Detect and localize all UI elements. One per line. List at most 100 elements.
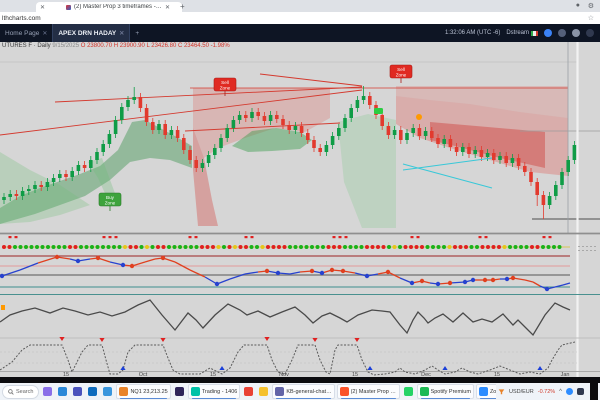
tray-settings-icon[interactable] — [577, 388, 584, 395]
clock-text: 1:32:06 AM (UTC -6) — [444, 30, 501, 36]
tray-chevron-icon[interactable]: ^ — [559, 388, 562, 395]
nq1-ticker-label: NQ1 23,213.25 — [130, 388, 168, 395]
zoom-button[interactable]: Zoom Workplace — [475, 384, 496, 399]
ichimoku-clouds — [0, 86, 568, 228]
master-prop-window-button[interactable]: (2) Master Prop 3 ti… — [336, 384, 400, 399]
browser-tab-strip: ✕ (2) Master Prop 3 timeframes - W… ✕ + … — [0, 0, 600, 12]
wave-left-marker — [1, 305, 5, 310]
whatsapp-icon — [403, 387, 413, 396]
taskbar-search[interactable]: Search — [2, 384, 40, 399]
svg-text:Nov: Nov — [279, 372, 289, 377]
nq1-ticker-button[interactable]: NQ1 23,213.25 — [116, 384, 171, 399]
svg-text:Buy: Buy — [106, 195, 115, 200]
svg-text:15: 15 — [352, 372, 358, 377]
chart-lines — [0, 42, 600, 377]
copilot-button[interactable] — [41, 385, 54, 398]
stream-status[interactable]: Dstream — [506, 30, 538, 36]
tab-title: (2) Master Prop 3 timeframes - W… — [74, 4, 162, 10]
browser-tab-active[interactable]: (2) Master Prop 3 timeframes - W… ✕ — [62, 2, 182, 12]
account-icon[interactable] — [544, 29, 552, 37]
whatsapp-button[interactable] — [402, 385, 415, 398]
browser-tab-partial[interactable]: ✕ — [36, 2, 66, 12]
app-tab-apex[interactable]: APEX DRN HADAY ✕ — [52, 24, 131, 42]
close-icon[interactable]: ✕ — [165, 4, 171, 11]
svg-text:Sell: Sell — [221, 80, 229, 85]
spotify-button[interactable]: Spotify Premium — [416, 384, 474, 399]
open-value: O 23800.70 — [80, 43, 113, 49]
chrome-icon — [244, 387, 254, 396]
app-tab-label: Home Page — [5, 29, 40, 37]
bottom-oscillator-panel — [0, 337, 577, 376]
kb-general-chat-icon — [275, 387, 285, 396]
taskbar-corner — [590, 383, 598, 400]
teams-button[interactable] — [71, 385, 84, 398]
bookmark-star-icon[interactable]: ☆ — [587, 15, 594, 22]
photos-button[interactable] — [101, 385, 114, 398]
new-tab-button[interactable]: + — [180, 2, 185, 11]
chrome-button[interactable] — [242, 385, 255, 398]
svg-text:Zone: Zone — [220, 85, 231, 90]
edge-button[interactable] — [56, 385, 69, 398]
outlook-button[interactable] — [86, 385, 99, 398]
nq1-ticker-icon — [119, 387, 129, 396]
tray-app-icon[interactable] — [566, 388, 573, 395]
master-prop-window-icon — [339, 387, 349, 396]
theme-icon[interactable] — [586, 29, 594, 37]
panel-separators — [0, 232, 600, 372]
close-icon[interactable]: ✕ — [42, 30, 48, 37]
widgets-icon[interactable] — [498, 388, 505, 395]
svg-text:15: 15 — [63, 372, 69, 377]
svg-text:Jan: Jan — [561, 372, 570, 377]
wave-panel — [0, 299, 571, 337]
gear-icon[interactable] — [572, 29, 580, 37]
tab-favicon — [66, 4, 71, 10]
close-icon[interactable]: ✕ — [40, 4, 46, 11]
master-prop-window-label: (2) Master Prop 3 ti… — [350, 388, 397, 395]
app-toolbar: Home Page ✕ APEX DRN HADAY ✕ + 1:32:06 A… — [0, 24, 600, 42]
apps-grid-icon[interactable] — [558, 29, 566, 37]
obsidian-button[interactable] — [173, 385, 186, 398]
svg-text:15: 15 — [210, 372, 216, 377]
spotify-label: Spotify Premium — [430, 388, 471, 395]
tray-ticker-label[interactable]: USD/EUR — [508, 388, 534, 395]
kb-general-chat-button[interactable]: KB-general-chat… — [272, 384, 335, 399]
browser-menu-icon[interactable]: ⚙ — [587, 3, 594, 10]
bar-date: 9/15/2025 — [52, 43, 80, 49]
trading-window-label: Trading - 1406 — [201, 388, 238, 395]
app-tab-home[interactable]: Home Page ✕ — [0, 24, 52, 42]
trading-window-button[interactable]: Trading - 1406 — [187, 384, 241, 399]
url-text[interactable]: lthcharts.com — [2, 14, 41, 22]
app-tab-label: APEX DRN HADAY — [58, 29, 117, 37]
chart-ohlc-header: UTURES F · Daily 9/15/2025 O 23800.70 H … — [2, 43, 230, 49]
x-axis-labels: 15 Oct 15 Nov 15 Dec 15 Jan — [63, 372, 570, 378]
taskbar: Search NQ1 23,213.25 Trading - 1406 KB-gen… — [0, 383, 600, 400]
low-value: L 23426.80 — [146, 43, 177, 49]
orange-dot-marker — [416, 114, 422, 120]
browser-profile-icon[interactable]: ● — [575, 2, 580, 9]
zoom-label: Zoom Workplace — [489, 388, 496, 395]
cyan-wedge-annotation — [402, 157, 493, 189]
candlesticks — [2, 86, 577, 219]
oscillator-panel — [0, 254, 571, 292]
high-value: H 23900.90 — [113, 43, 145, 49]
system-tray: USD/EUR -0.72% ^ — [498, 383, 598, 400]
edge-icon — [58, 387, 68, 396]
stream-label: Dstream — [506, 30, 529, 36]
timeframe-text[interactable]: Daily — [37, 43, 51, 49]
search-icon — [8, 388, 14, 395]
outlook-icon — [88, 387, 98, 396]
kb-general-chat-label: KB-general-chat… — [286, 388, 332, 395]
close-icon[interactable]: ✕ — [119, 30, 125, 37]
bottom-black-strip — [0, 377, 600, 383]
app-add-tab-button[interactable]: + — [135, 29, 140, 37]
photos-icon — [103, 387, 113, 396]
folder-button[interactable] — [257, 385, 270, 398]
svg-text:Sell: Sell — [397, 67, 405, 72]
buy-marker — [374, 108, 383, 114]
main-chart[interactable]: Sell Zone Sell Zone Buy Zone 15 Oct 15 Nov 15 Dec 15… — [0, 42, 600, 378]
